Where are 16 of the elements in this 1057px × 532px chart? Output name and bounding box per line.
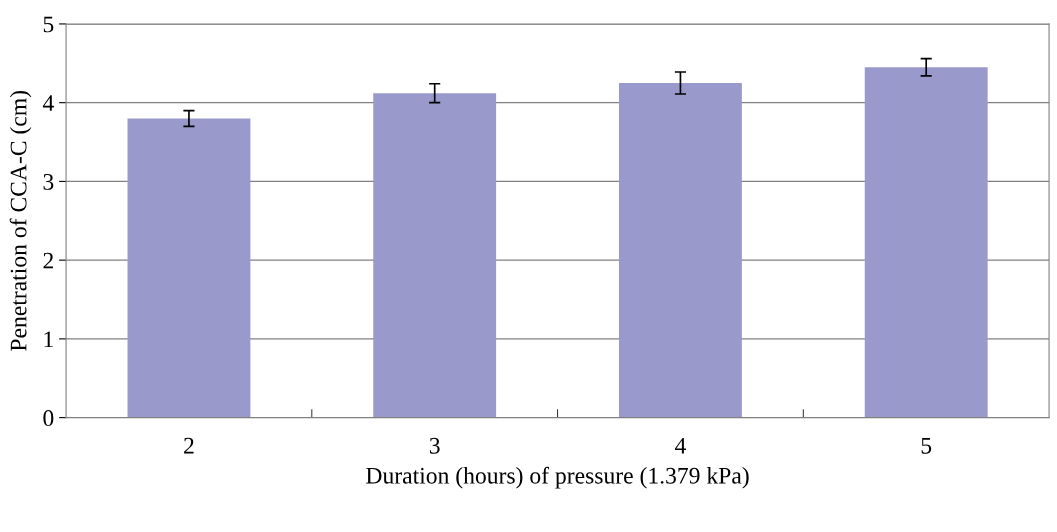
y-axis-title: Penetration of CCA-C (cm) xyxy=(9,91,32,351)
x-tick-label: 4 xyxy=(675,437,686,454)
y-tick-label: 0 xyxy=(43,410,54,427)
y-tick-label: 2 xyxy=(43,252,53,269)
x-tick-label: 5 xyxy=(921,437,932,454)
y-tick-label: 1 xyxy=(44,331,53,348)
x-axis-title: Duration (hours) of pressure (1.379 kPa) xyxy=(366,466,749,489)
y-tick-label: 5 xyxy=(43,16,54,33)
y-tick-label: 4 xyxy=(42,95,54,111)
bar xyxy=(127,118,251,418)
bar xyxy=(619,82,742,418)
x-tick-label: 2 xyxy=(184,437,194,454)
y-tick-label: 3 xyxy=(43,173,54,190)
x-tick-label: 3 xyxy=(429,437,440,454)
bar xyxy=(373,93,497,418)
bar xyxy=(864,67,988,418)
